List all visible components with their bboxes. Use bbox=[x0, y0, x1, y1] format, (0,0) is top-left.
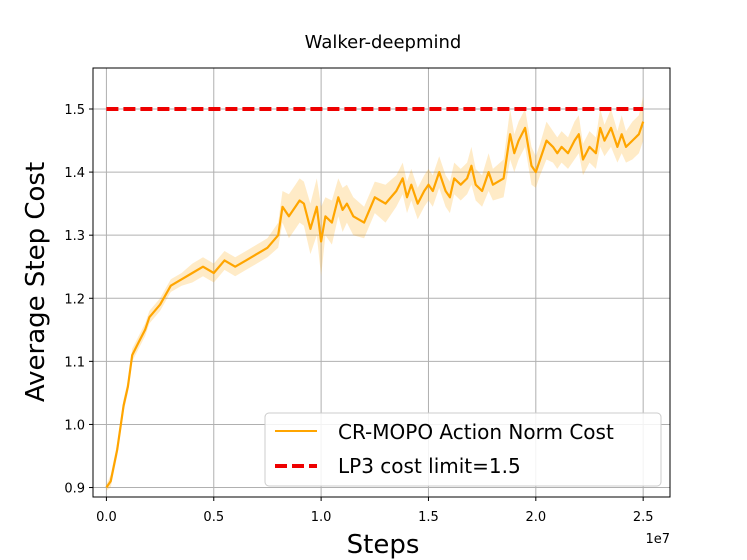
y-tick-label: 1.4 bbox=[64, 166, 85, 181]
legend-label-action-norm: CR-MOPO Action Norm Cost bbox=[338, 420, 614, 444]
confidence-bands bbox=[106, 96, 644, 491]
legend-label-cost-limit: LP3 cost limit=1.5 bbox=[338, 454, 521, 478]
y-tick-label: 1.2 bbox=[64, 292, 85, 307]
series-line-0 bbox=[105, 121, 645, 489]
y-axis-title: Average Step Cost bbox=[21, 162, 51, 402]
y-tick-label: 0.9 bbox=[64, 482, 85, 497]
y-ticks: 0.9 1.0 1.1 1.2 1.3 1.4 1.5 bbox=[64, 103, 93, 497]
y-tick-label: 1.1 bbox=[64, 355, 85, 370]
x-tick-label: 0.0 bbox=[96, 510, 117, 525]
x-offset-label: 1e7 bbox=[645, 532, 670, 547]
series-lines bbox=[105, 107, 645, 489]
y-tick-label: 1.3 bbox=[64, 229, 85, 244]
x-tick-label: 0.5 bbox=[203, 510, 224, 525]
y-tick-label: 1.5 bbox=[64, 103, 85, 118]
x-tick-label: 2.0 bbox=[525, 510, 546, 525]
confidence-band-0 bbox=[106, 96, 644, 491]
x-tick-label: 2.5 bbox=[633, 510, 654, 525]
x-axis-title: Steps bbox=[347, 530, 420, 560]
x-tick-label: 1.5 bbox=[418, 510, 439, 525]
y-tick-label: 1.0 bbox=[64, 418, 85, 433]
chart-title: Walker-deepmind bbox=[305, 32, 462, 53]
plot-frame bbox=[92, 67, 671, 498]
x-tick-label: 1.0 bbox=[311, 510, 332, 525]
x-ticks: 0.0 0.5 1.0 1.5 2.0 2.5 bbox=[96, 497, 654, 525]
legend-box bbox=[264, 412, 662, 487]
legend: CR-MOPO Action Norm Cost LP3 cost limit=… bbox=[264, 412, 662, 487]
